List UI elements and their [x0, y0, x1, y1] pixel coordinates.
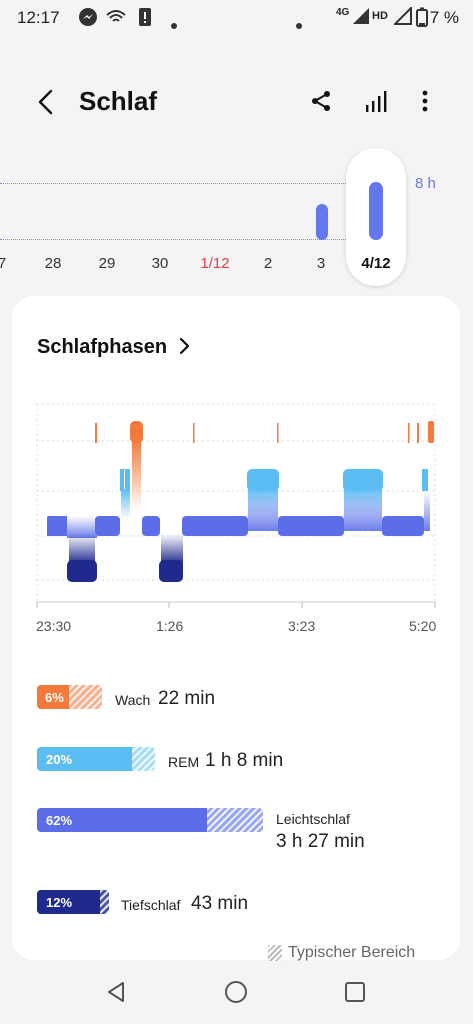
- x-axis-label: 3:23: [288, 618, 316, 634]
- wake-percent: 6%: [45, 690, 64, 705]
- rem-percent: 20%: [46, 752, 73, 767]
- deep-bar: [37, 890, 100, 914]
- chevron-right-icon[interactable]: [176, 336, 192, 356]
- day-bar-3[interactable]: [316, 204, 328, 240]
- network-type-label: 4G: [336, 7, 350, 18]
- system-nav-bar: [0, 962, 473, 1024]
- deep-label: Tiefschlaf: [121, 897, 181, 913]
- date-label-selected[interactable]: 4/12: [361, 255, 391, 272]
- deep-duration: 43 min: [191, 893, 249, 914]
- date-label[interactable]: 7: [0, 255, 7, 272]
- deep-sleep-segments: [67, 534, 183, 582]
- deep-range-track: 12%: [37, 890, 109, 914]
- nav-home-button[interactable]: [224, 980, 248, 1009]
- light-bar: [37, 808, 207, 832]
- signal-icon: [352, 7, 370, 30]
- goal-line: [0, 183, 346, 184]
- typical-range-legend: Typischer Bereich: [268, 944, 415, 962]
- weekly-sleep-chart: 8 h 7 28 29 30 1/12 2 3 4/12: [0, 140, 473, 290]
- day-bar-selected[interactable]: [369, 182, 383, 240]
- date-label[interactable]: 28: [44, 255, 62, 272]
- share-icon: [312, 91, 330, 111]
- light-sleep-segments: [47, 491, 430, 538]
- light-range-track: 62%: [37, 808, 263, 832]
- nav-back-button[interactable]: [104, 980, 128, 1009]
- app-header: Schlaf: [0, 70, 473, 130]
- bar-chart-icon: [366, 91, 387, 112]
- circle-home-icon: [225, 981, 247, 1003]
- baseline: [0, 239, 346, 240]
- rem-label: REM: [168, 754, 200, 770]
- hypnogram-chart: [36, 403, 436, 608]
- wake-range-track: 6%: [37, 685, 102, 709]
- hd-label: HD: [372, 10, 388, 22]
- statistics-button[interactable]: [358, 84, 394, 118]
- date-label[interactable]: 2: [263, 255, 273, 272]
- wifi-calling-icon: [105, 7, 127, 32]
- light-percent: 62%: [46, 813, 73, 828]
- page-title: Schlaf: [79, 86, 158, 116]
- battery-icon: [416, 7, 428, 32]
- typical-range-label: Typischer Bereich: [288, 944, 416, 961]
- date-label[interactable]: 3: [316, 255, 326, 272]
- sleep-stages-card: Schlafphasen: [12, 296, 460, 960]
- wake-duration: 22 min: [158, 688, 216, 709]
- notification-dot-icon: [296, 14, 302, 34]
- messenger-icon: [78, 7, 98, 32]
- nav-recents-button[interactable]: [343, 980, 367, 1009]
- sleep-stages-title[interactable]: Schlafphasen: [37, 336, 168, 358]
- status-time: 12:17: [17, 8, 60, 27]
- hatch-pattern-icon: [268, 945, 282, 961]
- status-bar: 12:17 4G HD 7 %: [0, 0, 473, 36]
- sim-alert-icon: [138, 7, 152, 32]
- share-button[interactable]: [303, 84, 339, 118]
- rem-duration: 1 h 8 min: [205, 750, 284, 771]
- back-button[interactable]: [30, 86, 62, 118]
- signal-icon: [392, 5, 412, 30]
- more-options-button[interactable]: [407, 84, 443, 118]
- battery-percentage: 7 %: [429, 8, 459, 27]
- chevron-left-icon: [38, 89, 53, 115]
- x-axis-label: 23:30: [36, 618, 72, 634]
- notification-dot-icon: [171, 14, 177, 34]
- more-vertical-icon: [422, 90, 428, 112]
- rem-bar: [37, 747, 132, 771]
- goal-label: 8 h: [415, 175, 436, 192]
- square-recents-icon: [345, 982, 365, 1002]
- triangle-back-icon: [108, 982, 124, 1002]
- date-label[interactable]: 30: [151, 255, 169, 272]
- deep-percent: 12%: [46, 895, 73, 910]
- date-label[interactable]: 29: [98, 255, 116, 272]
- rem-range-track: 20%: [37, 747, 155, 771]
- light-label: Leichtschlaf: [276, 811, 350, 827]
- date-label-highlight[interactable]: 1/12: [200, 255, 230, 272]
- x-axis-label: 1:26: [156, 618, 184, 634]
- light-duration: 3 h 27 min: [276, 831, 365, 852]
- x-axis-label: 5:20: [409, 618, 437, 634]
- wake-label: Wach: [115, 692, 151, 708]
- wake-segments: [95, 421, 434, 510]
- wake-bar: [37, 685, 69, 709]
